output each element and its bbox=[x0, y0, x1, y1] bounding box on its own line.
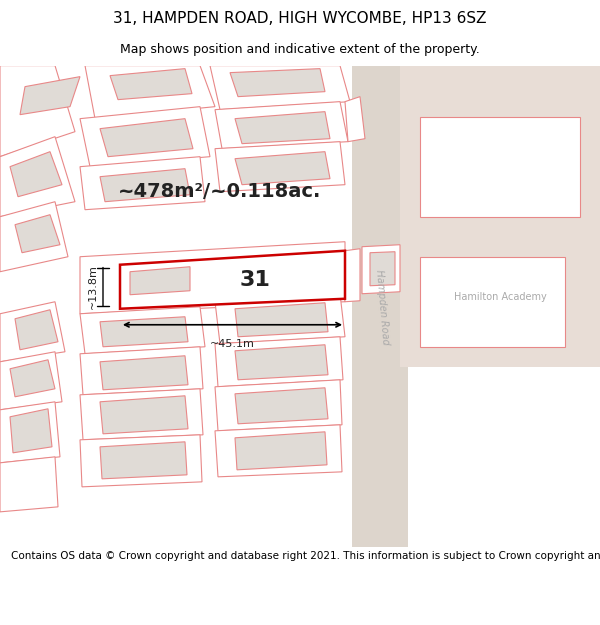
Polygon shape bbox=[85, 66, 215, 119]
Polygon shape bbox=[235, 302, 328, 337]
Polygon shape bbox=[235, 152, 330, 184]
Polygon shape bbox=[230, 69, 325, 97]
Polygon shape bbox=[80, 107, 210, 167]
Polygon shape bbox=[0, 352, 62, 410]
Polygon shape bbox=[215, 294, 345, 344]
Polygon shape bbox=[370, 252, 395, 286]
Polygon shape bbox=[215, 142, 345, 192]
Text: ~13.8m: ~13.8m bbox=[88, 264, 98, 309]
Polygon shape bbox=[235, 345, 328, 380]
Polygon shape bbox=[0, 457, 58, 512]
Polygon shape bbox=[235, 432, 327, 470]
Polygon shape bbox=[420, 117, 580, 217]
Polygon shape bbox=[110, 69, 192, 99]
Polygon shape bbox=[345, 97, 365, 142]
Polygon shape bbox=[352, 66, 408, 547]
Polygon shape bbox=[235, 388, 328, 424]
Polygon shape bbox=[10, 152, 62, 197]
Polygon shape bbox=[20, 77, 80, 114]
Polygon shape bbox=[430, 267, 555, 337]
Polygon shape bbox=[362, 245, 400, 294]
Polygon shape bbox=[80, 157, 205, 210]
Polygon shape bbox=[80, 347, 203, 395]
Text: ~45.1m: ~45.1m bbox=[209, 339, 254, 349]
Polygon shape bbox=[80, 389, 203, 440]
Polygon shape bbox=[80, 307, 205, 354]
Text: Hamilton Academy: Hamilton Academy bbox=[454, 292, 547, 302]
Polygon shape bbox=[100, 119, 193, 157]
Polygon shape bbox=[130, 267, 190, 295]
Polygon shape bbox=[0, 302, 65, 362]
Polygon shape bbox=[10, 409, 52, 453]
Polygon shape bbox=[345, 249, 360, 302]
Polygon shape bbox=[235, 112, 330, 144]
Polygon shape bbox=[80, 242, 345, 314]
Polygon shape bbox=[80, 435, 202, 487]
Text: ~478m²/~0.118ac.: ~478m²/~0.118ac. bbox=[118, 182, 322, 201]
Text: Hampden Road: Hampden Road bbox=[374, 269, 390, 345]
Polygon shape bbox=[100, 442, 187, 479]
Polygon shape bbox=[15, 215, 60, 252]
Polygon shape bbox=[430, 127, 570, 207]
Polygon shape bbox=[0, 402, 60, 463]
Text: 31: 31 bbox=[239, 270, 271, 290]
Polygon shape bbox=[100, 396, 188, 434]
Polygon shape bbox=[215, 425, 342, 477]
Polygon shape bbox=[210, 66, 350, 109]
Polygon shape bbox=[15, 310, 58, 350]
Polygon shape bbox=[100, 169, 190, 202]
Polygon shape bbox=[100, 356, 188, 390]
Polygon shape bbox=[215, 337, 343, 387]
Polygon shape bbox=[0, 137, 75, 217]
Polygon shape bbox=[0, 66, 75, 157]
Polygon shape bbox=[10, 360, 55, 397]
Text: Map shows position and indicative extent of the property.: Map shows position and indicative extent… bbox=[120, 42, 480, 56]
Polygon shape bbox=[420, 257, 565, 347]
Polygon shape bbox=[0, 202, 68, 272]
Polygon shape bbox=[215, 380, 342, 431]
Polygon shape bbox=[400, 66, 600, 367]
Polygon shape bbox=[100, 317, 188, 347]
Text: Contains OS data © Crown copyright and database right 2021. This information is : Contains OS data © Crown copyright and d… bbox=[11, 551, 600, 561]
Polygon shape bbox=[120, 251, 345, 309]
Polygon shape bbox=[215, 102, 348, 149]
Text: 31, HAMPDEN ROAD, HIGH WYCOMBE, HP13 6SZ: 31, HAMPDEN ROAD, HIGH WYCOMBE, HP13 6SZ bbox=[113, 11, 487, 26]
